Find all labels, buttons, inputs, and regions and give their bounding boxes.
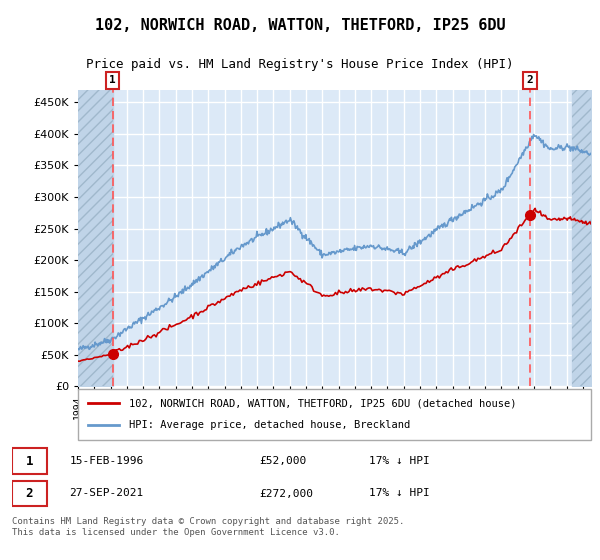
Text: 1: 1 — [109, 76, 116, 86]
Text: 102, NORWICH ROAD, WATTON, THETFORD, IP25 6DU: 102, NORWICH ROAD, WATTON, THETFORD, IP2… — [95, 17, 505, 32]
Text: 1: 1 — [26, 455, 33, 468]
Text: 15-FEB-1996: 15-FEB-1996 — [70, 456, 144, 466]
Text: 2: 2 — [26, 487, 33, 500]
Text: 27-SEP-2021: 27-SEP-2021 — [70, 488, 144, 498]
Text: 17% ↓ HPI: 17% ↓ HPI — [369, 456, 430, 466]
Text: £52,000: £52,000 — [260, 456, 307, 466]
Bar — [572, 90, 591, 386]
Bar — [78, 90, 113, 386]
Text: HPI: Average price, detached house, Breckland: HPI: Average price, detached house, Brec… — [130, 421, 410, 431]
Text: £272,000: £272,000 — [260, 488, 314, 498]
Text: 102, NORWICH ROAD, WATTON, THETFORD, IP25 6DU (detached house): 102, NORWICH ROAD, WATTON, THETFORD, IP2… — [130, 398, 517, 408]
Text: Price paid vs. HM Land Registry's House Price Index (HPI): Price paid vs. HM Land Registry's House … — [86, 58, 514, 71]
Bar — [12, 480, 47, 506]
Text: Contains HM Land Registry data © Crown copyright and database right 2025.
This d: Contains HM Land Registry data © Crown c… — [12, 517, 404, 536]
Text: 17% ↓ HPI: 17% ↓ HPI — [369, 488, 430, 498]
Bar — [12, 449, 47, 474]
Text: 2: 2 — [527, 76, 533, 86]
